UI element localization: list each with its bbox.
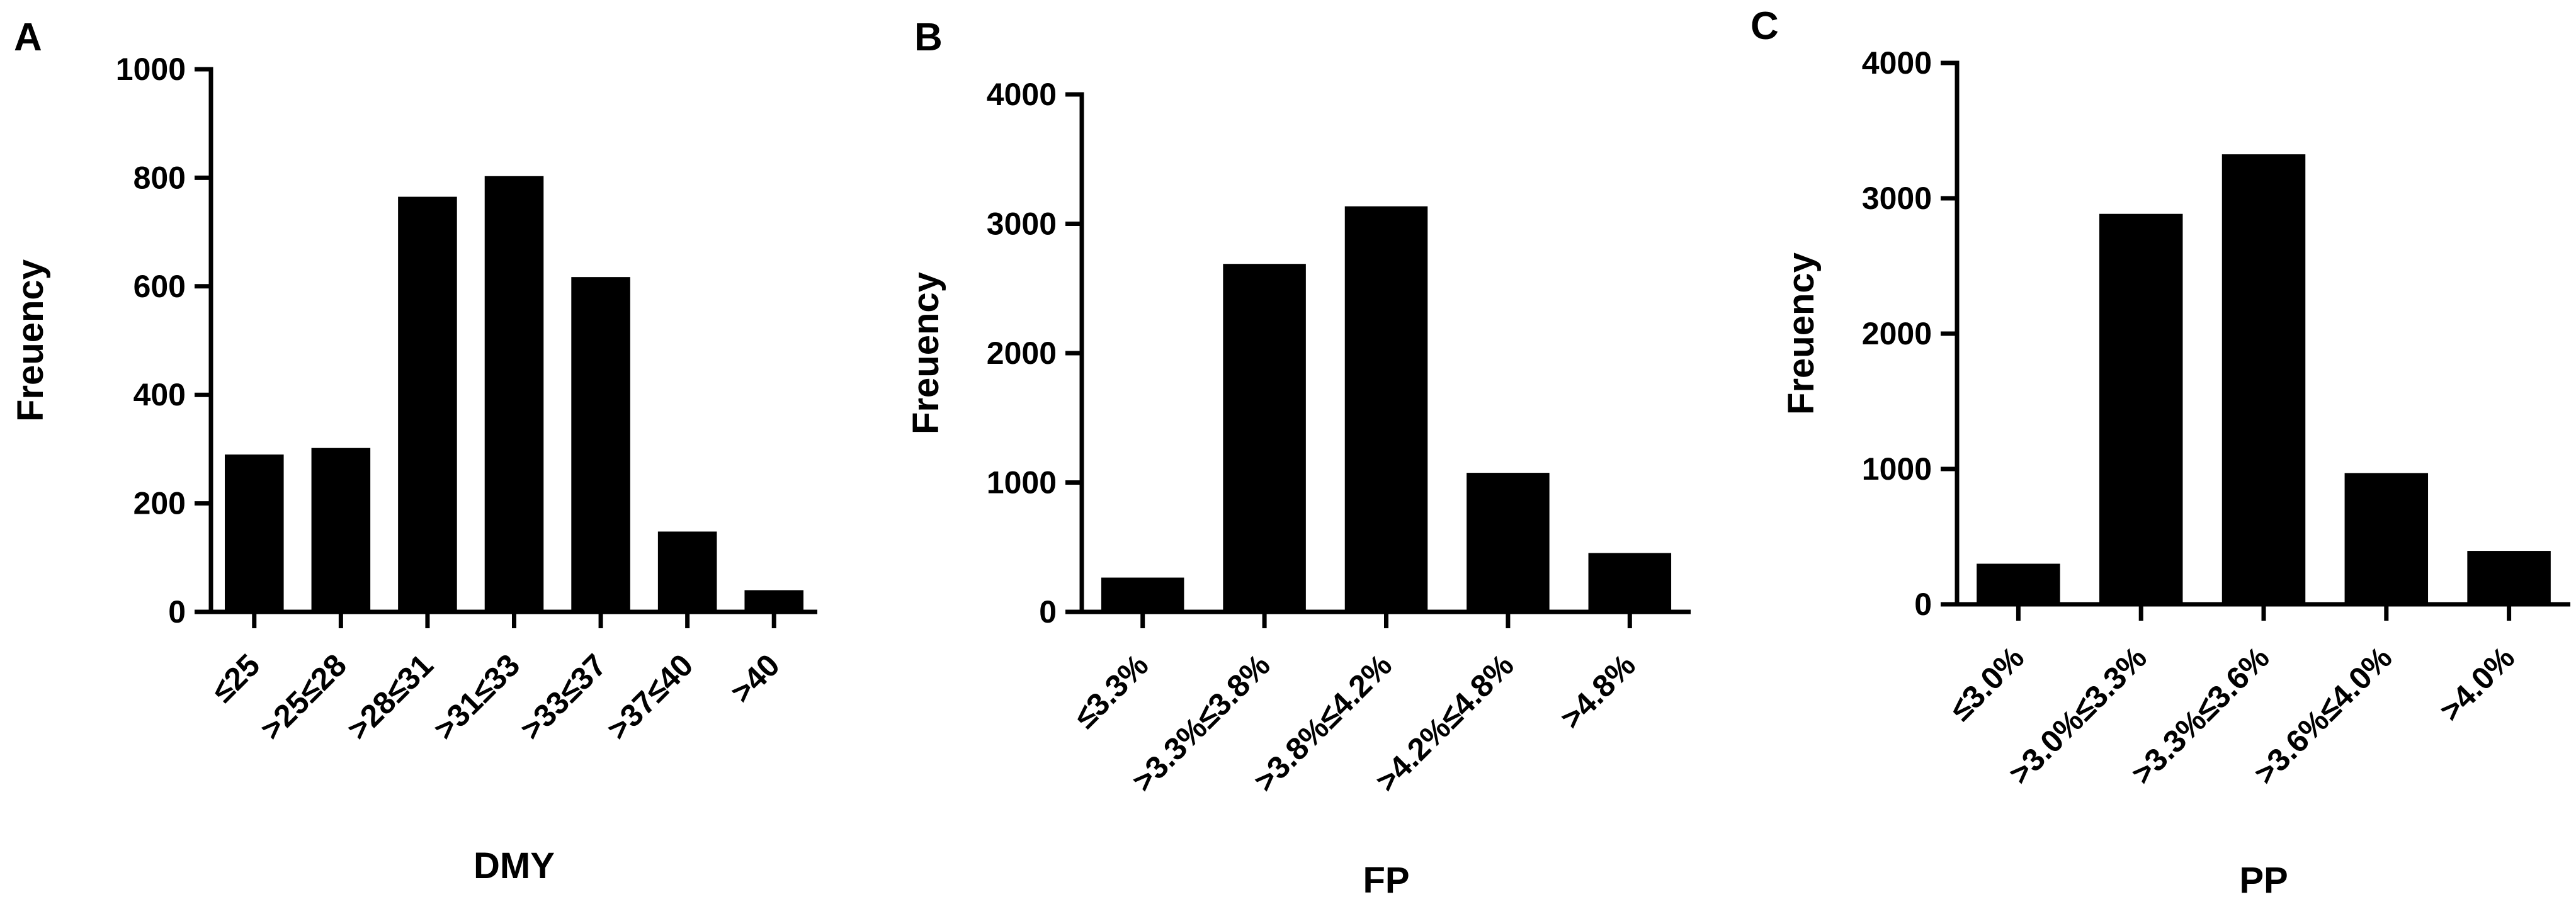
y-tick-label: 4000 [1862, 45, 1932, 81]
bar [571, 277, 630, 612]
x-category-label: >25≤28 [254, 647, 353, 747]
bar [2221, 154, 2306, 604]
x-category-label: >37≤40 [600, 647, 700, 747]
y-tick-label: 200 [133, 486, 186, 521]
x-axis-title: PP [2239, 860, 2288, 901]
bar [744, 590, 803, 612]
x-category-label: >31≤33 [427, 647, 526, 747]
bar [2099, 213, 2183, 605]
y-tick-label: 1000 [116, 52, 186, 87]
y-tick-label: 400 [133, 377, 186, 412]
y-tick-label: 1000 [987, 465, 1057, 500]
panel-letter: C [1750, 4, 1779, 48]
y-axis-title: Freuency [10, 259, 51, 422]
panel-b: B01000200030004000≤3.3%>3.3%≤3.8%>3.8%≤4… [905, 16, 1691, 901]
x-category-label: ≤25 [205, 647, 266, 709]
bar [1977, 563, 2060, 604]
bar [2344, 473, 2429, 604]
x-category-label: ≤3.3% [1067, 647, 1155, 735]
bar [311, 448, 371, 612]
bar [2467, 551, 2551, 604]
panel-letter: B [914, 16, 943, 59]
x-category-label: >33≤37 [514, 647, 613, 747]
y-tick-label: 2000 [1862, 316, 1932, 351]
y-tick-label: 4000 [987, 77, 1057, 112]
y-tick-label: 1000 [1862, 451, 1932, 487]
y-tick-label: 3000 [987, 206, 1057, 242]
x-axis-title: DMY [474, 845, 555, 886]
y-tick-label: 3000 [1862, 181, 1932, 216]
x-category-label: >4.8% [1553, 647, 1642, 736]
bar [1588, 553, 1672, 612]
y-tick-label: 800 [133, 160, 186, 195]
bar [1101, 577, 1184, 612]
bar [1344, 206, 1428, 612]
bar [1467, 473, 1550, 612]
bar [398, 196, 457, 612]
y-tick-label: 0 [168, 594, 186, 630]
panel-c: C01000200030004000≤3.0%>3.0%≤3.3%>3.3%≤3… [1750, 4, 2570, 901]
y-axis-title: Freuency [905, 272, 946, 434]
x-category-label: >28≤31 [340, 647, 440, 747]
y-tick-label: 600 [133, 269, 186, 304]
x-category-label: >4.0% [2433, 640, 2522, 728]
bar [1223, 264, 1306, 613]
bar [484, 176, 544, 613]
y-tick-label: 0 [1039, 594, 1057, 630]
y-tick-label: 0 [1914, 587, 1932, 622]
bar [225, 455, 284, 612]
panel-a: A02004006008001000≤25>25≤28>28≤31>31≤33>… [10, 16, 817, 886]
x-category-label: ≤3.0% [1943, 640, 2031, 728]
bar [657, 531, 717, 612]
x-axis-title: FP [1363, 860, 1409, 901]
y-tick-label: 2000 [987, 336, 1057, 371]
x-category-label: >40 [723, 647, 786, 710]
y-axis-title: Freuency [1781, 252, 1822, 415]
panel-letter: A [14, 16, 42, 59]
